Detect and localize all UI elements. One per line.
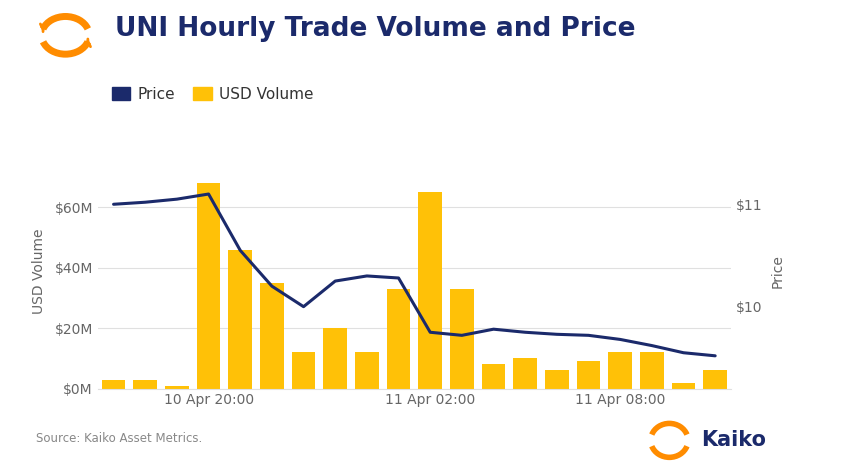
Bar: [229, 250, 252, 389]
Legend: Price, USD Volume: Price, USD Volume: [105, 81, 320, 108]
Bar: [482, 365, 506, 389]
Bar: [418, 192, 442, 389]
Bar: [545, 371, 569, 389]
Bar: [260, 283, 284, 389]
Bar: [387, 289, 411, 389]
Bar: [450, 289, 473, 389]
Bar: [355, 352, 379, 389]
Bar: [133, 380, 157, 389]
Bar: [609, 352, 632, 389]
Text: Kaiko: Kaiko: [701, 430, 766, 450]
Text: Source: Kaiko Asset Metrics.: Source: Kaiko Asset Metrics.: [36, 431, 202, 445]
Y-axis label: Price: Price: [771, 254, 785, 288]
Bar: [292, 352, 315, 389]
Bar: [165, 386, 189, 389]
Bar: [323, 328, 347, 389]
Bar: [640, 352, 664, 389]
Bar: [576, 361, 600, 389]
Text: UNI Hourly Trade Volume and Price: UNI Hourly Trade Volume and Price: [115, 16, 635, 42]
Bar: [196, 183, 220, 389]
Y-axis label: USD Volume: USD Volume: [32, 228, 46, 314]
Bar: [672, 382, 695, 389]
Bar: [102, 380, 126, 389]
Bar: [513, 358, 537, 389]
Bar: [703, 371, 727, 389]
